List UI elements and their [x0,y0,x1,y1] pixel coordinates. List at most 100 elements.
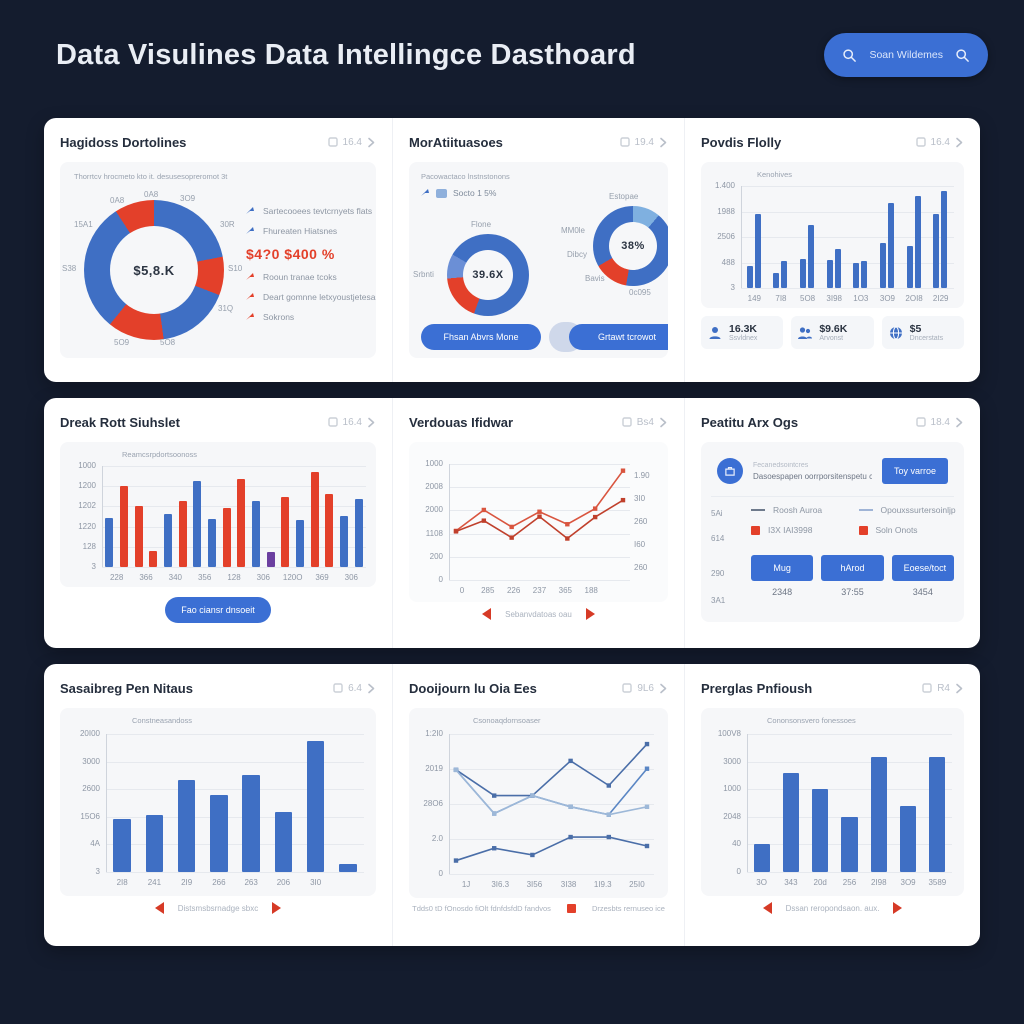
bar[interactable] [933,213,940,288]
bar[interactable] [834,249,841,288]
legend-item[interactable]: Opouxssurtersoinljp [858,505,956,515]
bar[interactable] [119,486,129,567]
bar[interactable] [782,772,799,872]
bar[interactable] [853,262,860,288]
bar[interactable] [941,191,948,288]
prev-page-button[interactable] [154,902,164,914]
stat-card[interactable]: $5 Dncerstats [881,316,964,349]
panel-badge[interactable]: 16.4 [915,137,964,148]
chevron-right-icon[interactable] [367,683,376,694]
legend-item[interactable]: Roosh Auroa [751,505,847,515]
stat-card[interactable]: 16.3K Ssvldnex [701,316,784,349]
panel-badge[interactable]: 9L6 [622,683,668,694]
bar[interactable] [210,794,228,872]
search-submit-icon[interactable] [955,48,970,63]
bar[interactable] [325,494,334,567]
legend-item[interactable]: Sartecooees tevtcrnyets flats [246,206,376,216]
chevron-right-icon[interactable] [659,137,668,148]
bar[interactable] [870,757,887,872]
next-page-button[interactable] [585,608,595,620]
bar[interactable] [812,789,829,872]
x-axis-tick-label: 306 [344,573,358,582]
bar[interactable] [914,196,921,288]
legend-item[interactable]: Fhureaten Hiatsnes [246,226,376,236]
secondary-action-button[interactable]: Grtawt tcrowot [569,324,668,350]
bar[interactable] [178,500,187,567]
prev-page-button[interactable] [482,608,492,620]
bar[interactable] [310,471,319,567]
stat-card[interactable]: $9.6K Arvonst [791,316,874,349]
bar[interactable] [281,496,290,567]
chevron-right-icon[interactable] [659,683,668,694]
bar[interactable] [781,260,788,288]
bar[interactable] [105,517,114,567]
next-page-button[interactable] [272,902,282,914]
legend-item[interactable]: Sokrons [246,312,376,322]
bar[interactable] [251,500,261,567]
bar[interactable] [113,819,131,872]
panel-badge[interactable]: Bs4 [622,417,668,428]
search-input[interactable]: Soan Wildemes [824,33,988,77]
x-axis-tick-label: 3I38 [560,880,577,889]
notification-action-button[interactable]: Toy varroe [881,458,948,484]
donut-chart[interactable]: $5,8.K [84,200,224,340]
legend-item[interactable]: I3X IAI3998 [751,525,847,535]
metric-button[interactable]: hArod [821,555,884,581]
sub-caption-row[interactable]: Socto 1 5% [421,188,496,198]
legend-item[interactable]: Soln Onots [858,525,955,535]
bar[interactable] [237,478,246,567]
bar[interactable] [929,757,946,872]
bar[interactable] [773,273,780,288]
bar[interactable] [163,514,173,567]
chart-action-button[interactable]: Fao ciansr dnsoeit [165,597,271,623]
panel-badge[interactable]: 19.4 [619,137,668,148]
bar[interactable] [339,864,357,872]
panel-badge[interactable]: 6.4 [333,683,376,694]
chevron-right-icon[interactable] [955,683,964,694]
bar[interactable] [177,780,196,872]
bar[interactable] [906,245,913,288]
metric-button[interactable]: Eoese/toct [891,555,954,581]
bar[interactable] [746,265,753,288]
panel-badge[interactable]: 16.4 [327,417,376,428]
bar[interactable] [207,518,217,567]
bar[interactable] [808,225,815,288]
panel-badge[interactable]: 18.4 [915,417,964,428]
bar[interactable] [887,203,894,288]
chevron-right-icon[interactable] [659,417,668,428]
bar[interactable] [222,508,231,567]
donut-chart-right[interactable]: 38% [593,206,668,286]
chevron-right-icon[interactable] [367,417,376,428]
primary-action-button[interactable]: Fhsan Abvrs Mone [421,324,541,350]
prev-page-button[interactable] [762,902,772,914]
bar[interactable] [879,243,886,288]
bar[interactable] [274,812,293,872]
bar[interactable] [754,213,761,288]
bar[interactable] [354,499,363,567]
bar[interactable] [339,516,349,567]
donut-chart-left[interactable]: 39.6X [447,234,529,316]
bar[interactable] [841,816,858,872]
bar[interactable] [826,259,833,288]
bar[interactable] [295,520,305,567]
legend-item[interactable]: Rooun tranae tcoks [246,272,376,282]
bar[interactable] [900,805,917,872]
bar[interactable] [753,844,770,872]
bar[interactable] [242,774,260,872]
chevron-right-icon[interactable] [955,137,964,148]
panel-badge[interactable]: R4 [922,683,964,694]
bar[interactable] [193,481,202,567]
bar[interactable] [266,551,275,567]
chevron-right-icon[interactable] [367,137,376,148]
bar[interactable] [149,550,158,567]
bar[interactable] [306,740,325,872]
panel-badge[interactable]: 16.4 [327,137,376,148]
metric-button[interactable]: Mug [751,555,814,581]
bar[interactable] [145,814,164,872]
chevron-right-icon[interactable] [955,417,964,428]
next-page-button[interactable] [893,902,903,914]
bar[interactable] [134,505,143,567]
bar[interactable] [861,260,868,288]
bar[interactable] [800,259,807,288]
legend-item[interactable]: Deart gomnne letxyoustjetesas [246,292,376,302]
